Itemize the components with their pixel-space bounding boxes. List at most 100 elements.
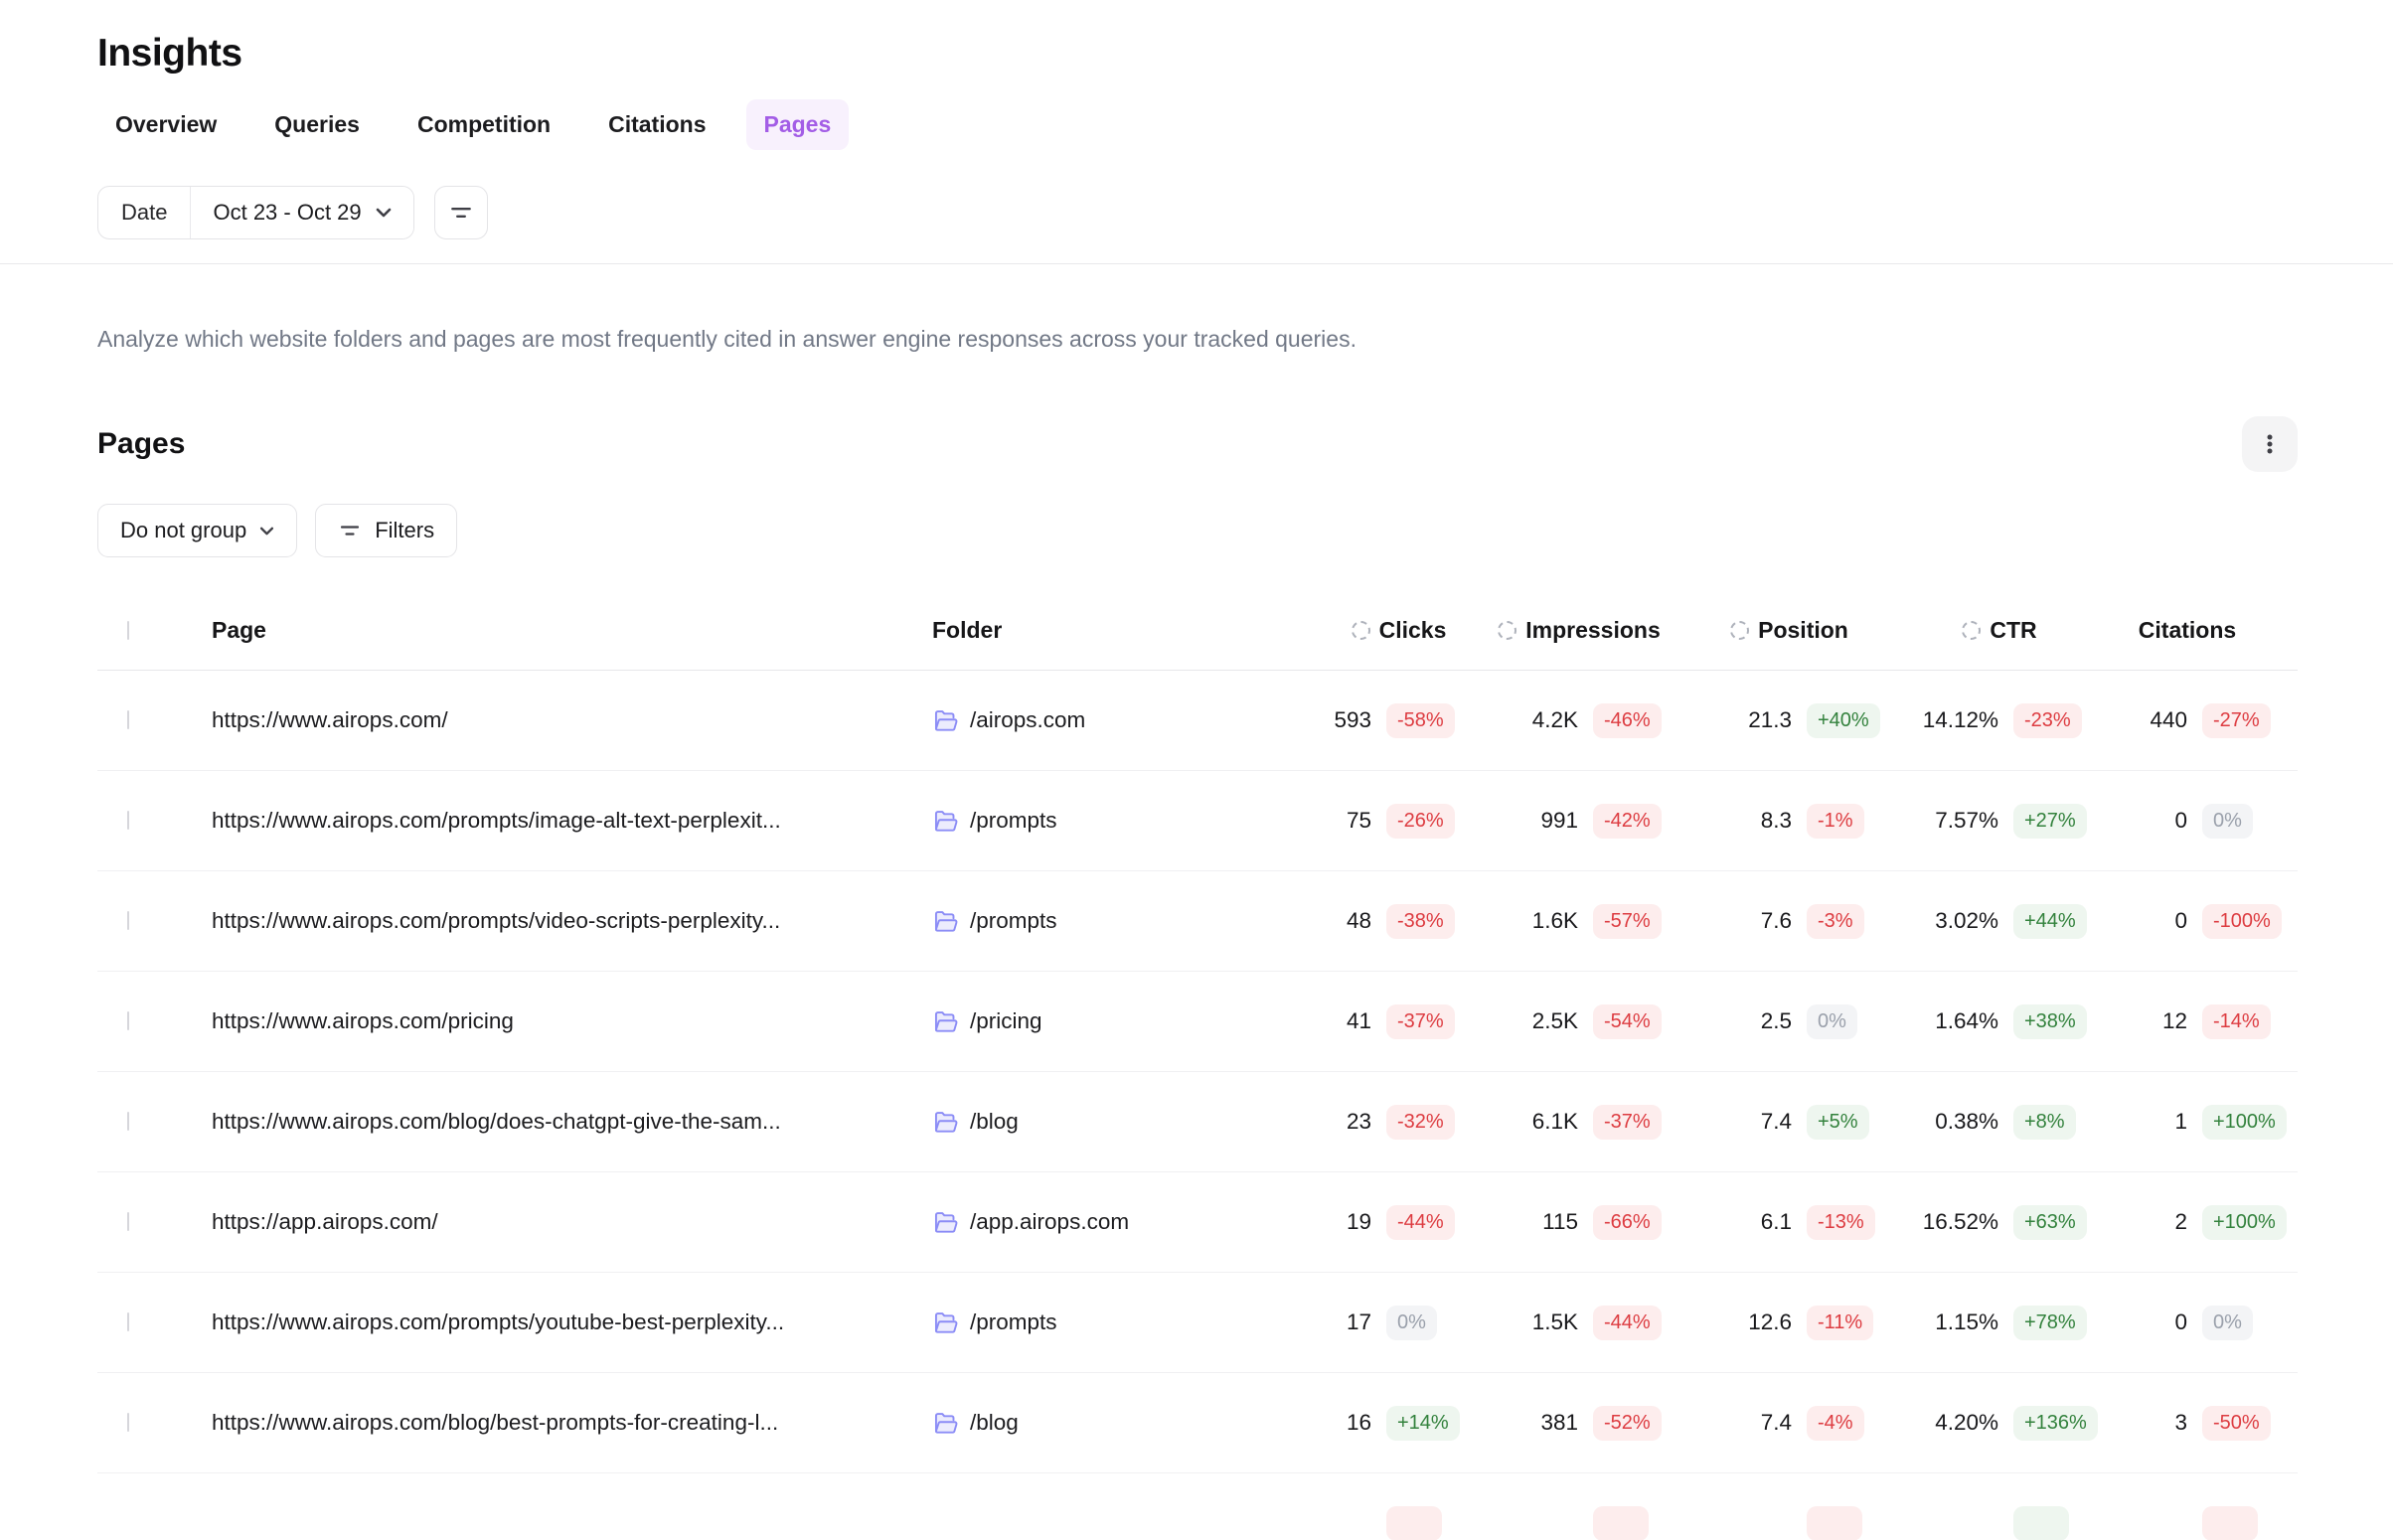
impressions-cell: 4.2K -46% [1476, 702, 1682, 738]
clicks-cell: 16 +14% [1322, 1405, 1476, 1441]
folder-label: /prompts [970, 808, 1057, 833]
citations-cell: 2 +100% [2103, 1204, 2292, 1240]
impressions-cell: 2.5K -54% [1476, 1003, 1682, 1039]
position-delta-badge [1807, 1505, 1862, 1540]
citations-delta-badge: 0% [2202, 803, 2253, 839]
group-by-dropdown[interactable]: Do not group [97, 504, 298, 557]
impressions-cell: 1.5K -44% [1476, 1305, 1682, 1340]
folder-label: /pricing [970, 1008, 1042, 1033]
impressions-delta-badge: -46% [1593, 702, 1662, 738]
table-row [97, 1473, 2298, 1540]
citations-cell: 1 +100% [2103, 1104, 2292, 1140]
ctr-value: 16.52% [1922, 1209, 1998, 1234]
row-checkbox[interactable] [127, 710, 129, 729]
tab-competition[interactable]: Competition [416, 111, 552, 137]
filters-button[interactable]: Filters [315, 504, 458, 557]
column-header-folder[interactable]: Folder [932, 617, 1003, 643]
page-url[interactable]: https://www.airops.com/blog/best-prompts… [212, 1410, 779, 1435]
folder-cell[interactable]: /prompts [932, 808, 1322, 835]
folder-cell[interactable] [932, 1510, 1322, 1537]
column-header-ctr[interactable]: CTR [1896, 617, 2103, 644]
position-cell: 7.4 -4% [1682, 1405, 1896, 1441]
pages-table: Page Folder Clicks Impressions Position … [97, 591, 2298, 1540]
folder-cell[interactable]: /prompts [932, 1309, 1322, 1336]
tab-citations[interactable]: Citations [608, 111, 707, 137]
column-header-citations[interactable]: Citations [2138, 617, 2237, 643]
impressions-delta-badge: -37% [1593, 1104, 1662, 1140]
position-delta-badge: -4% [1807, 1405, 1864, 1441]
ctr-delta-badge: +63% [2013, 1204, 2087, 1240]
page-url[interactable]: https://www.airops.com/prompts/image-alt… [212, 808, 781, 833]
row-checkbox[interactable] [127, 1212, 129, 1231]
tab-pages[interactable]: Pages [745, 99, 850, 150]
date-range-button[interactable]: Oct 23 - Oct 29 [191, 187, 413, 238]
date-filter[interactable]: Date Oct 23 - Oct 29 [97, 186, 414, 239]
ctr-delta-badge [2013, 1505, 2069, 1540]
page-url[interactable]: https://www.airops.com/blog/does-chatgpt… [212, 1109, 781, 1134]
ctr-delta-badge: +136% [2013, 1405, 2098, 1441]
row-checkbox[interactable] [127, 911, 129, 930]
folder-cell[interactable]: /blog [932, 1410, 1322, 1437]
citations-delta-badge [2202, 1505, 2258, 1540]
column-header-impressions[interactable]: Impressions [1476, 617, 1682, 644]
position-cell: 6.1 -13% [1682, 1204, 1896, 1240]
ctr-delta-badge: +27% [2013, 803, 2087, 839]
clicks-cell: 23 -32% [1322, 1104, 1476, 1140]
column-header-page[interactable]: Page [212, 617, 266, 643]
impressions-delta-badge: -42% [1593, 803, 1662, 839]
folder-label: /prompts [970, 1309, 1057, 1334]
row-checkbox[interactable] [127, 1413, 129, 1432]
row-checkbox[interactable] [127, 811, 129, 830]
position-value: 12.6 [1748, 1309, 1792, 1334]
tab-overview[interactable]: Overview [115, 111, 218, 137]
impressions-cell [1476, 1505, 1682, 1540]
position-cell [1682, 1505, 1896, 1540]
filters-button-label: Filters [375, 518, 435, 542]
folder-cell[interactable]: /prompts [932, 908, 1322, 935]
folder-open-icon [934, 709, 958, 731]
citations-cell: 0 0% [2103, 1305, 2292, 1340]
citations-delta-badge: -50% [2202, 1405, 2271, 1441]
page-url[interactable]: https://www.airops.com/prompts/video-scr… [212, 908, 781, 933]
google-source-icon [1498, 621, 1517, 640]
position-delta-badge: 0% [1807, 1003, 1857, 1039]
folder-cell[interactable]: /app.airops.com [932, 1209, 1322, 1236]
position-cell: 7.6 -3% [1682, 903, 1896, 939]
column-header-position[interactable]: Position [1682, 617, 1896, 644]
page-url[interactable]: https://www.airops.com/pricing [212, 1008, 514, 1033]
impressions-cell: 381 -52% [1476, 1405, 1682, 1441]
table-row: https://www.airops.com/pricing /pricing … [97, 972, 2298, 1072]
column-header-clicks[interactable]: Clicks [1322, 617, 1476, 644]
section-menu-button[interactable] [2242, 416, 2298, 472]
page-url[interactable]: https://www.airops.com/prompts/youtube-b… [212, 1309, 785, 1334]
select-all-checkbox[interactable] [127, 620, 129, 640]
ctr-value: 1.64% [1935, 1008, 1998, 1033]
folder-label: /blog [970, 1410, 1019, 1435]
page-url[interactable]: https://www.airops.com/ [212, 707, 448, 732]
position-cell: 2.5 0% [1682, 1003, 1896, 1039]
clicks-delta-badge: +14% [1386, 1405, 1460, 1441]
impressions-delta-badge: -57% [1593, 903, 1662, 939]
impressions-cell: 6.1K -37% [1476, 1104, 1682, 1140]
position-value: 6.1 [1760, 1209, 1792, 1234]
folder-cell[interactable]: /pricing [932, 1008, 1322, 1035]
folder-cell[interactable]: /blog [932, 1109, 1322, 1136]
chevron-down-icon [376, 208, 391, 218]
page-url[interactable]: https://app.airops.com/ [212, 1209, 438, 1234]
clicks-value: 41 [1346, 1008, 1371, 1033]
clicks-value: 17 [1346, 1309, 1371, 1334]
table-row: https://www.airops.com/ /airops.com 593 … [97, 671, 2298, 771]
table-row: https://www.airops.com/prompts/image-alt… [97, 771, 2298, 871]
kebab-menu-icon [2267, 434, 2273, 454]
position-value: 7.6 [1760, 908, 1792, 933]
date-filter-options-button[interactable] [433, 186, 488, 239]
row-checkbox[interactable] [127, 1112, 129, 1131]
position-value: 8.3 [1760, 808, 1792, 833]
citations-cell: 0 -100% [2103, 903, 2292, 939]
row-checkbox[interactable] [127, 1312, 129, 1331]
tab-queries[interactable]: Queries [274, 111, 360, 137]
row-checkbox[interactable] [127, 1011, 129, 1030]
clicks-cell: 75 -26% [1322, 803, 1476, 839]
ctr-delta-badge: +44% [2013, 903, 2087, 939]
folder-cell[interactable]: /airops.com [932, 707, 1322, 734]
